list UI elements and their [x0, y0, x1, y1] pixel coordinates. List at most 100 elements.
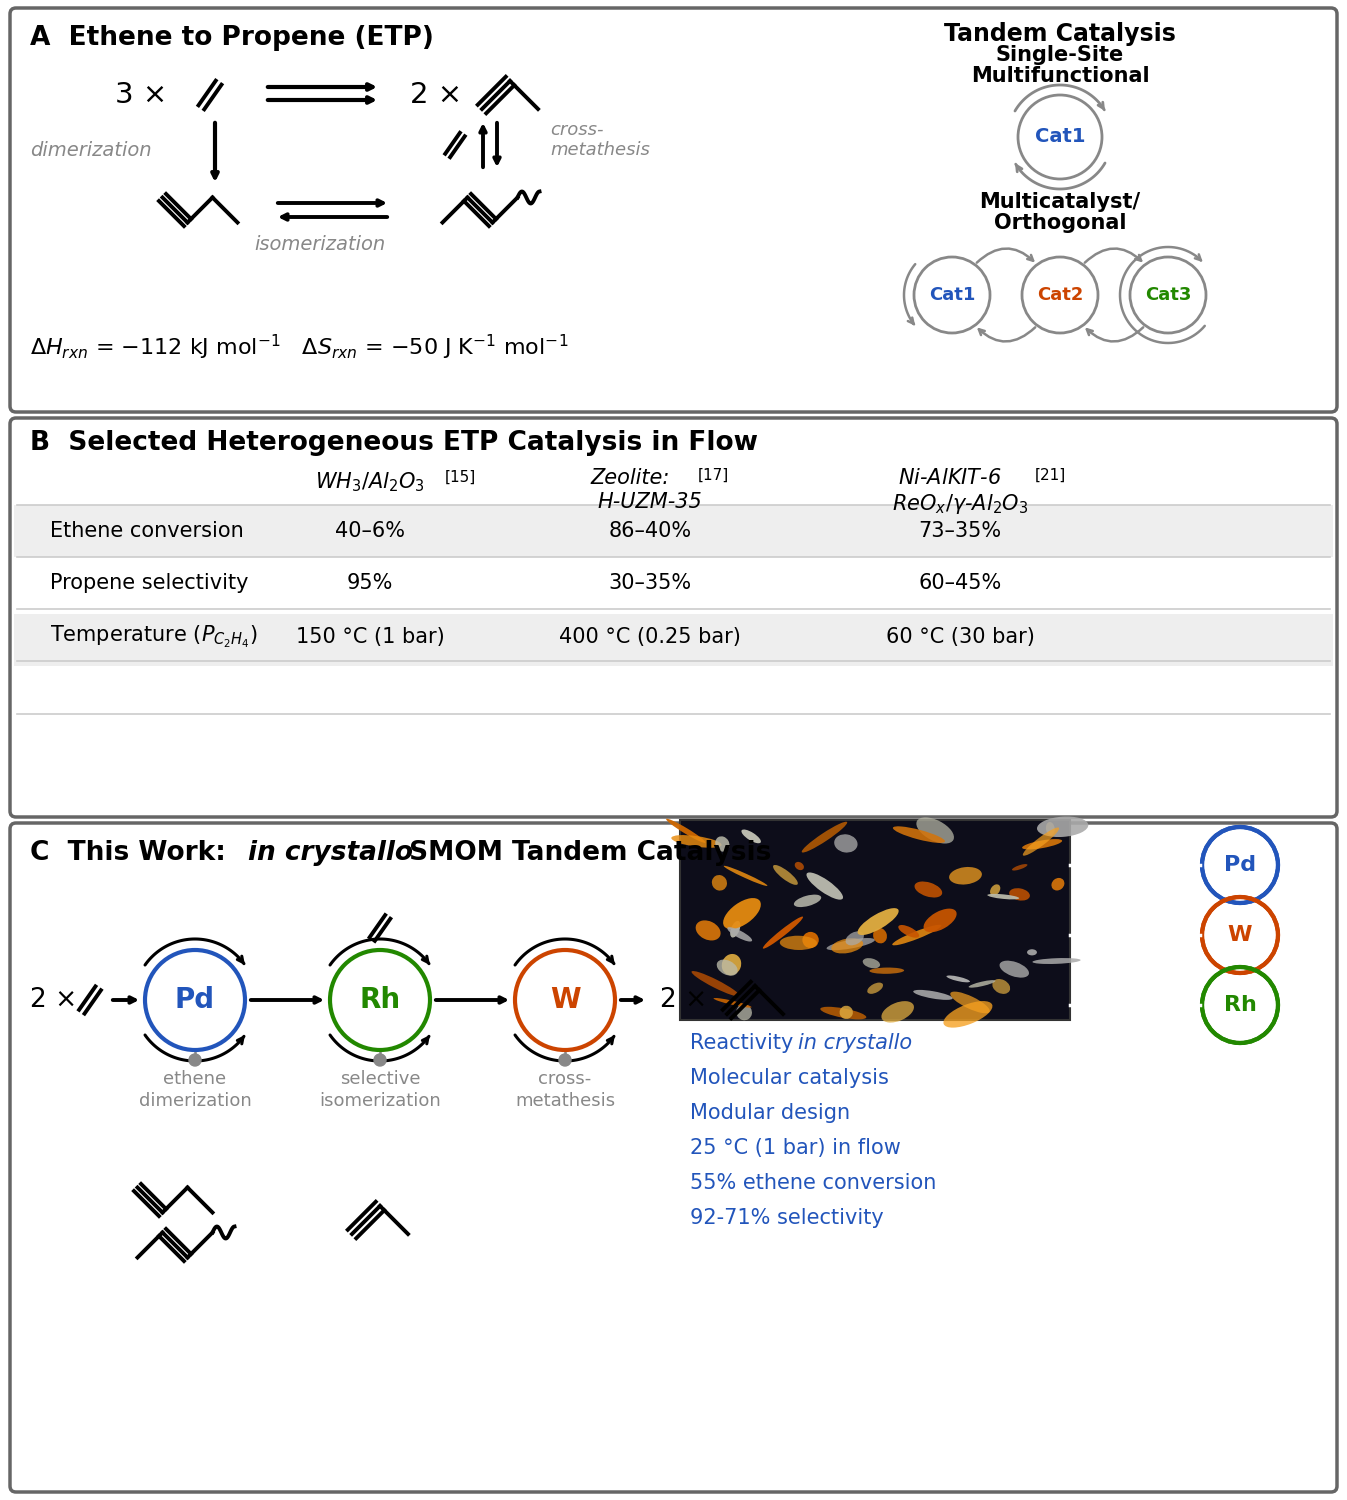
Text: 400 °C (0.25 bar): 400 °C (0.25 bar) [559, 627, 741, 646]
Text: dimerization: dimerization [30, 141, 152, 159]
Text: $Ni$-$AlKIT$-6: $Ni$-$AlKIT$-6 [898, 468, 1002, 488]
Ellipse shape [727, 927, 752, 942]
Text: cross-
metathesis: cross- metathesis [515, 1070, 616, 1110]
Ellipse shape [762, 916, 803, 948]
Ellipse shape [839, 1005, 853, 1019]
Ellipse shape [801, 822, 847, 852]
Ellipse shape [846, 932, 863, 945]
Ellipse shape [913, 990, 952, 1000]
Ellipse shape [950, 867, 982, 885]
Text: W: W [1227, 926, 1253, 945]
Ellipse shape [723, 865, 768, 886]
Text: $ReO_x/\gamma$-$Al_2O_3$: $ReO_x/\gamma$-$Al_2O_3$ [892, 492, 1028, 516]
Text: Zeolite:: Zeolite: [590, 468, 669, 488]
Text: 86–40%: 86–40% [609, 520, 691, 542]
Ellipse shape [869, 968, 904, 974]
Ellipse shape [1037, 816, 1088, 837]
Text: 3 ×: 3 × [114, 81, 167, 110]
Text: Ethene conversion: Ethene conversion [50, 520, 244, 542]
Text: Single-Site: Single-Site [995, 45, 1125, 64]
Text: Modular design: Modular design [690, 1102, 850, 1124]
FancyBboxPatch shape [9, 419, 1338, 818]
Ellipse shape [795, 862, 804, 870]
Text: 30–35%: 30–35% [609, 573, 691, 592]
Ellipse shape [858, 908, 898, 934]
Ellipse shape [773, 865, 797, 885]
Text: [15]: [15] [445, 470, 477, 484]
Text: 2 ×: 2 × [30, 987, 77, 1012]
Ellipse shape [737, 1005, 752, 1020]
Ellipse shape [1032, 958, 1080, 964]
Text: ethene
dimerization: ethene dimerization [139, 1070, 252, 1110]
Ellipse shape [671, 836, 722, 848]
Ellipse shape [807, 873, 843, 900]
Text: $\Delta H_{rxn}$ = $-$112 kJ mol$^{-1}$   $\Delta S_{rxn}$ = $-$50 J K$^{-1}$ mo: $\Delta H_{rxn}$ = $-$112 kJ mol$^{-1}$ … [30, 333, 568, 362]
Ellipse shape [667, 819, 706, 843]
Ellipse shape [1052, 878, 1064, 891]
Ellipse shape [867, 982, 884, 994]
Text: Temperature ($P_{C_2H_4}$): Temperature ($P_{C_2H_4}$) [50, 624, 257, 650]
Text: 40–6%: 40–6% [335, 520, 405, 542]
Text: 25 °C (1 bar) in flow: 25 °C (1 bar) in flow [690, 1138, 901, 1158]
Ellipse shape [990, 885, 1001, 896]
Ellipse shape [793, 894, 822, 908]
Text: [21]: [21] [1034, 468, 1067, 483]
Ellipse shape [717, 960, 738, 975]
Text: A  Ethene to Propene (ETP): A Ethene to Propene (ETP) [30, 26, 434, 51]
Ellipse shape [898, 926, 919, 938]
Text: Cat1: Cat1 [929, 286, 975, 304]
Text: Orthogonal: Orthogonal [994, 213, 1126, 232]
Text: SMOM Tandem Catalysis: SMOM Tandem Catalysis [400, 840, 772, 866]
Ellipse shape [915, 882, 942, 897]
Ellipse shape [741, 830, 761, 843]
Text: Rh: Rh [1223, 994, 1257, 1016]
Circle shape [1202, 897, 1278, 974]
Text: 92-71% selectivity: 92-71% selectivity [690, 1208, 884, 1228]
Ellipse shape [1022, 828, 1059, 855]
Circle shape [374, 1054, 387, 1066]
Text: Cat3: Cat3 [1145, 286, 1191, 304]
Text: B  Selected Heterogeneous ETP Catalysis in Flow: B Selected Heterogeneous ETP Catalysis i… [30, 430, 758, 456]
FancyBboxPatch shape [9, 824, 1338, 1492]
Ellipse shape [968, 980, 995, 987]
Text: cross-
metathesis: cross- metathesis [550, 120, 649, 159]
Ellipse shape [695, 921, 721, 940]
Text: Cat1: Cat1 [1034, 128, 1086, 147]
Ellipse shape [1012, 864, 1028, 870]
Text: Propene selectivity: Propene selectivity [50, 573, 248, 592]
FancyBboxPatch shape [9, 8, 1338, 412]
Text: Pd: Pd [175, 986, 216, 1014]
Text: Molecular catalysis: Molecular catalysis [690, 1068, 889, 1088]
Ellipse shape [862, 958, 880, 969]
Text: in crystallo: in crystallo [248, 840, 414, 866]
Ellipse shape [730, 921, 741, 938]
Ellipse shape [714, 998, 752, 1008]
Ellipse shape [827, 938, 876, 950]
Ellipse shape [1009, 888, 1030, 900]
Text: H-UZM-35: H-UZM-35 [598, 492, 702, 512]
Circle shape [1202, 827, 1278, 903]
Ellipse shape [950, 992, 990, 1014]
Text: Pd: Pd [1224, 855, 1255, 874]
Text: 60–45%: 60–45% [919, 573, 1002, 592]
Circle shape [1202, 968, 1278, 1042]
Ellipse shape [993, 980, 1010, 994]
Ellipse shape [892, 924, 942, 945]
Text: C  This Work:: C This Work: [30, 840, 234, 866]
Ellipse shape [893, 827, 946, 843]
Text: 95%: 95% [346, 573, 393, 592]
Ellipse shape [723, 898, 761, 928]
Ellipse shape [873, 928, 886, 944]
Ellipse shape [834, 834, 858, 852]
Ellipse shape [715, 837, 730, 852]
Ellipse shape [987, 894, 1020, 900]
Circle shape [559, 1054, 571, 1066]
Text: 55% ethene conversion: 55% ethene conversion [690, 1173, 936, 1192]
Text: 73–35%: 73–35% [919, 520, 1002, 542]
Text: 2 ×: 2 × [409, 81, 462, 110]
Circle shape [189, 1054, 201, 1066]
Bar [680, 821, 1070, 1020]
Bar [13, 506, 1334, 556]
Text: isomerization: isomerization [255, 236, 385, 255]
Text: W: W [550, 986, 581, 1014]
